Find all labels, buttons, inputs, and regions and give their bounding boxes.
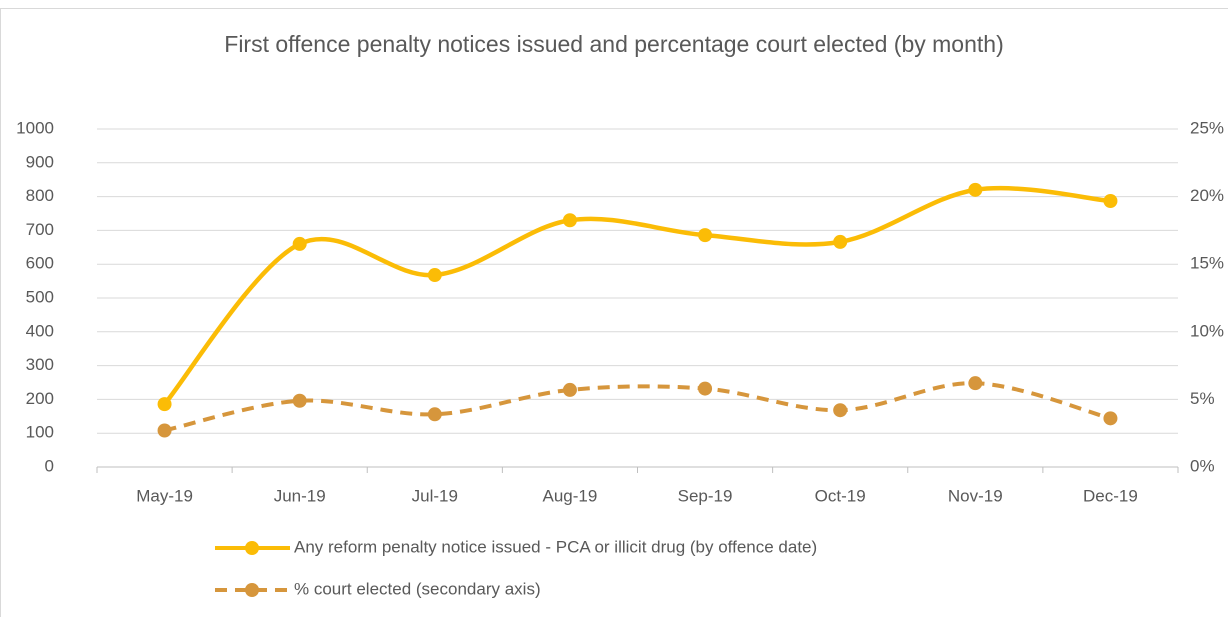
x-tick-label: Dec-19: [1083, 486, 1138, 505]
point: [427, 407, 442, 422]
series-line: [162, 185, 1111, 406]
legend-label: Any reform penalty notice issued - PCA o…: [294, 537, 817, 556]
y-tick-label: 300: [26, 355, 54, 374]
point: [968, 376, 983, 391]
point: [562, 382, 577, 397]
legend-label: % court elected (secondary axis): [294, 579, 541, 598]
y2-tick-label: 10%: [1190, 321, 1224, 340]
point: [968, 182, 983, 197]
series-line: [164, 381, 1111, 433]
point: [427, 268, 442, 283]
point: [698, 381, 713, 396]
y-tick-label: 0: [45, 456, 54, 475]
y-tick-label: 800: [26, 186, 54, 205]
y-tick-label: 700: [26, 220, 54, 239]
x-tick-label: May-19: [136, 486, 193, 505]
point: [698, 228, 713, 243]
y2-tick-label: 20%: [1190, 186, 1224, 205]
y-tick-label: 500: [26, 287, 54, 306]
point: [157, 397, 172, 412]
x-tick-label: Nov-19: [948, 486, 1003, 505]
chart-border: [0, 8, 1228, 617]
chart-title: First offence penalty notices issued and…: [224, 31, 1004, 57]
point: [562, 213, 577, 228]
y2-tick-label: 5%: [1190, 389, 1215, 408]
y2-tick-label: 0%: [1190, 456, 1215, 475]
y-tick-label: 200: [26, 389, 54, 408]
y-tick-label: 100: [26, 423, 54, 442]
y2-tick-label: 15%: [1190, 254, 1224, 273]
y-tick-label: 1000: [16, 118, 54, 137]
x-tick-label: Oct-19: [815, 486, 866, 505]
point: [1103, 193, 1118, 208]
y-tick-label: 400: [26, 321, 54, 340]
point: [292, 393, 307, 408]
x-tick-label: Jun-19: [274, 486, 326, 505]
y-tick-label: 600: [26, 254, 54, 273]
x-tick-label: Aug-19: [543, 486, 598, 505]
legend-marker: [245, 583, 259, 597]
point: [1103, 411, 1118, 426]
point: [292, 236, 307, 251]
x-tick-label: Sep-19: [678, 486, 733, 505]
point: [833, 403, 848, 418]
x-tick-label: Jul-19: [412, 486, 458, 505]
legend-marker: [245, 541, 259, 555]
point: [157, 423, 172, 438]
y2-tick-label: 25%: [1190, 118, 1224, 137]
y-tick-label: 900: [26, 152, 54, 171]
point: [833, 234, 848, 249]
